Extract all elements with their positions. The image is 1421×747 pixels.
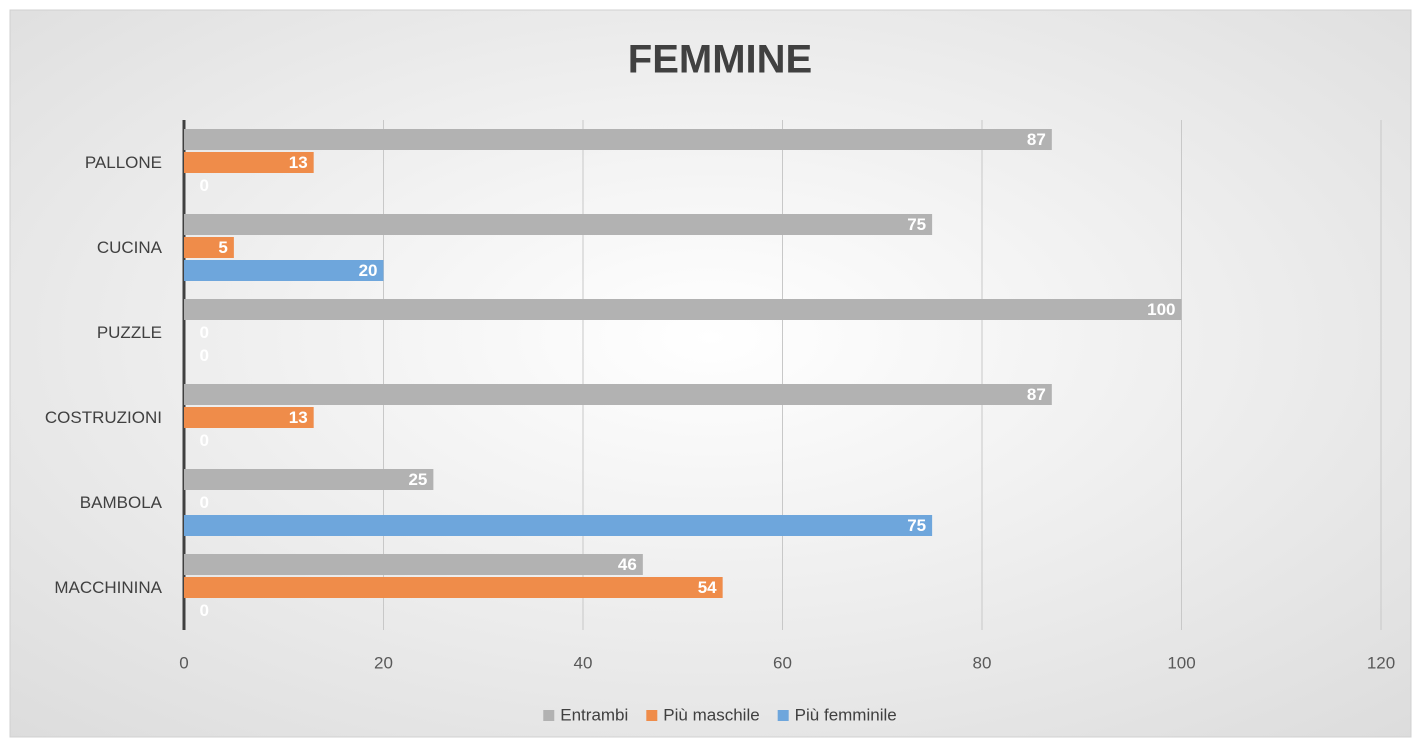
legend-label: Più femminile xyxy=(795,705,897,724)
y-tick-label: COSTRUZIONI xyxy=(45,408,162,427)
data-label: 13 xyxy=(289,153,308,172)
y-tick-label: PUZZLE xyxy=(97,323,162,342)
y-tick-label: MACCHININA xyxy=(54,578,162,597)
bar xyxy=(184,469,434,490)
data-label: 46 xyxy=(618,555,637,574)
bar xyxy=(184,237,234,258)
chart-title: FEMMINE xyxy=(628,38,812,82)
bar xyxy=(184,152,314,173)
legend-label: Entrambi xyxy=(560,705,628,724)
bar xyxy=(184,260,384,281)
data-label: 75 xyxy=(907,516,926,535)
data-label: 100 xyxy=(1147,300,1175,319)
data-label: 87 xyxy=(1027,130,1046,149)
bar xyxy=(184,577,723,598)
data-label: 0 xyxy=(200,431,209,450)
bar xyxy=(184,407,314,428)
legend-swatch xyxy=(777,710,789,721)
data-label: 0 xyxy=(200,493,209,512)
data-label: 5 xyxy=(218,238,227,257)
y-tick-label: BAMBOLA xyxy=(80,493,163,512)
data-label: 20 xyxy=(359,261,378,280)
x-tick-label: 20 xyxy=(374,653,393,672)
data-label: 25 xyxy=(408,470,427,489)
bar xyxy=(184,554,643,575)
bar xyxy=(184,384,1052,405)
bar xyxy=(184,299,1182,320)
bar xyxy=(184,214,933,235)
chart-background xyxy=(9,9,1412,738)
data-label: 87 xyxy=(1027,385,1046,404)
data-label: 54 xyxy=(698,578,717,597)
x-tick-label: 100 xyxy=(1167,653,1195,672)
legend-swatch xyxy=(646,710,658,721)
data-label: 13 xyxy=(289,408,308,427)
legend-label: Più maschile xyxy=(663,705,759,724)
x-tick-label: 80 xyxy=(973,653,992,672)
x-tick-label: 40 xyxy=(574,653,593,672)
y-tick-label: CUCINA xyxy=(97,238,163,257)
data-label: 0 xyxy=(200,346,209,365)
data-label: 0 xyxy=(200,176,209,195)
x-tick-label: 120 xyxy=(1367,653,1395,672)
legend-swatch xyxy=(543,710,555,721)
bar xyxy=(184,129,1052,150)
data-label: 0 xyxy=(200,601,209,620)
data-label: 0 xyxy=(200,323,209,342)
x-tick-label: 60 xyxy=(773,653,792,672)
data-label: 75 xyxy=(907,215,926,234)
bar xyxy=(184,515,933,536)
x-tick-label: 0 xyxy=(179,653,188,672)
y-tick-label: PALLONE xyxy=(85,153,162,172)
